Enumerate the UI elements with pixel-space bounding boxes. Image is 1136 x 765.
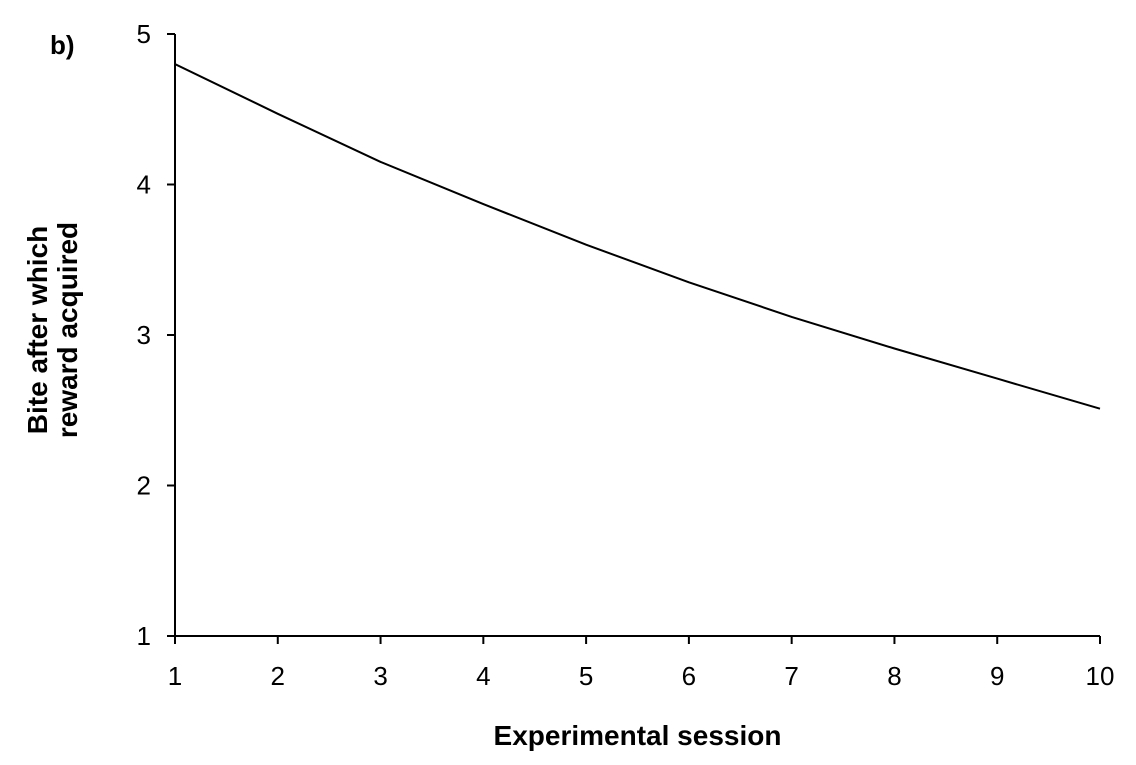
x-ticks: 1 2 3 4 5 6 7 8 9 10	[168, 636, 1115, 691]
x-tick-label: 7	[784, 661, 798, 691]
x-tick-label: 9	[990, 661, 1004, 691]
y-tick-label: 2	[137, 471, 151, 501]
y-axis-title-line-2: reward acquired	[52, 222, 83, 438]
series-layer	[174, 62, 1101, 636]
x-tick-label: 1	[168, 661, 182, 691]
y-tick-label: 3	[137, 320, 151, 350]
y-tick-label: 5	[137, 19, 151, 49]
x-tick-label: 10	[1086, 661, 1115, 691]
y-ticks: 1 2 3 4 5	[137, 19, 175, 651]
x-tick-label: 2	[271, 661, 285, 691]
series-line	[174, 62, 1101, 636]
x-tick-label: 3	[373, 661, 387, 691]
y-tick-label: 1	[137, 621, 151, 651]
y-tick-label: 4	[137, 170, 151, 200]
y-axis-title-line-1: Bite after which	[22, 226, 53, 434]
x-tick-label: 4	[476, 661, 490, 691]
x-tick-label: 5	[579, 661, 593, 691]
x-tick-label: 6	[682, 661, 696, 691]
panel-label: b)	[50, 30, 75, 60]
x-axis-title: Experimental session	[494, 720, 782, 751]
x-tick-label: 8	[887, 661, 901, 691]
y-axis-title: Bite after which reward acquired	[22, 222, 83, 438]
